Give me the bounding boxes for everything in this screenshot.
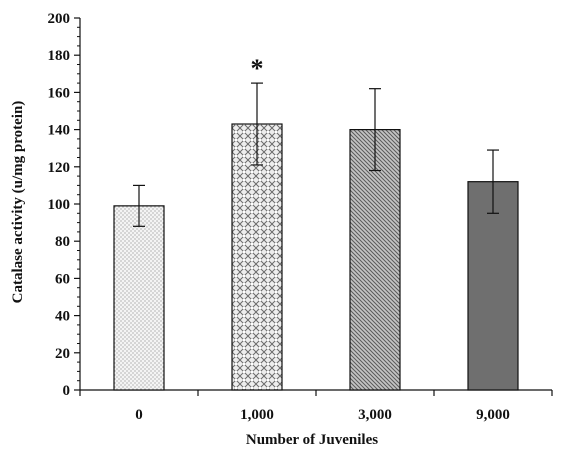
y-axis-title: Catalase activity (u/mg protein): [10, 101, 26, 304]
x-tick-label: 1,000: [240, 407, 274, 423]
y-tick-label: 0: [63, 383, 71, 399]
bar: [231, 123, 283, 391]
x-tick-label: 3,000: [358, 407, 392, 423]
bars: [113, 123, 519, 391]
x-axis-title: Number of Juveniles: [246, 432, 378, 448]
y-tick-label: 180: [48, 48, 71, 64]
significance-star: *: [251, 54, 264, 83]
y-tick-label: 100: [48, 197, 71, 213]
x-axis: 0 1,000 3,000 9,000: [79, 389, 553, 423]
y-tick-label: 200: [48, 11, 71, 27]
x-tick-label: 9,000: [476, 407, 510, 423]
y-tick-label: 20: [55, 346, 70, 362]
y-tick-label: 120: [48, 160, 71, 176]
y-tick-label: 140: [48, 123, 71, 139]
y-tick-label: 40: [55, 309, 70, 325]
bar: [113, 205, 165, 391]
x-tick-label: 0: [135, 407, 143, 423]
y-axis: 0 20 40 60 80 100 120 140 160 180 200: [48, 11, 81, 399]
y-tick-label: 160: [48, 85, 71, 101]
error-bars: [133, 82, 499, 227]
y-tick-label: 60: [55, 271, 70, 287]
annotations: *: [251, 54, 264, 83]
bar: [467, 181, 519, 391]
y-tick-label: 80: [55, 234, 70, 250]
